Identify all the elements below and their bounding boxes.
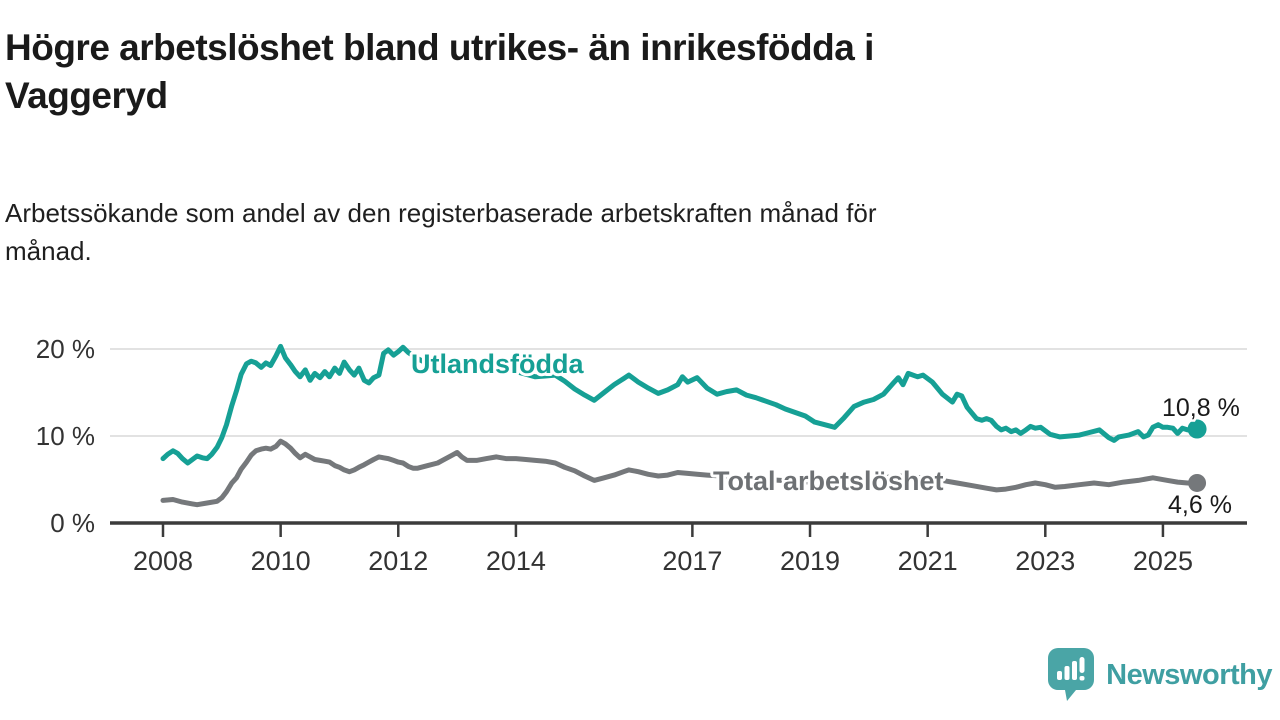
y-tick-label: 0 % (50, 508, 95, 538)
chart-header: Högre arbetslöshet bland utrikes- än inr… (5, 24, 1275, 120)
end-value-label: 10,8 % (1162, 394, 1240, 422)
series-end-dot (1187, 419, 1207, 439)
x-tick-label: 2014 (486, 546, 546, 576)
end-value-label: 4,6 % (1168, 491, 1232, 519)
x-tick-label: 2010 (251, 546, 311, 576)
page-title: Högre arbetslöshet bland utrikes- än inr… (5, 24, 1275, 120)
x-tick-label: 2017 (662, 546, 722, 576)
series-labels: Utlandsfödda Total arbetslöshet (408, 346, 947, 499)
chart-subtitle: Arbetssökande som andel av den registerb… (5, 194, 1245, 270)
x-tick-label: 2021 (898, 546, 958, 576)
series-lines (160, 343, 1207, 508)
x-tick-label: 2023 (1015, 546, 1075, 576)
subtitle-line-1: Arbetssökande som andel av den registerb… (5, 198, 877, 228)
speech-bubble-bar-chart-exclamation-icon (1048, 648, 1095, 701)
y-tick-label: 10 % (36, 421, 95, 451)
y-axis-labels: 0 % 10 % 20 % (36, 334, 95, 538)
series-line-total (160, 438, 1200, 508)
x-tick-label: 2025 (1133, 546, 1193, 576)
subtitle-line-2: månad. (5, 236, 92, 266)
x-tick-label: 2012 (368, 546, 428, 576)
series-label: Utlandsfödda (411, 349, 584, 379)
x-tick-label: 2008 (133, 546, 193, 576)
x-tick-label: 2019 (780, 546, 840, 576)
title-line-2: Vaggeryd (5, 75, 168, 116)
series-end-dot (1188, 473, 1207, 492)
end-annotations: 10,8 % 4,6 % (1160, 392, 1243, 522)
y-tick-label: 20 % (36, 334, 95, 364)
x-axis: 2008 2010 2012 2014 2017 2019 2021 2023 2025 (110, 521, 1247, 576)
gridlines (110, 348, 1247, 437)
title-line-1: Högre arbetslöshet bland utrikes- än inr… (5, 27, 874, 68)
series-label: Total arbetslöshet (713, 466, 944, 496)
series-line-utlandsfodda (160, 343, 1200, 466)
newsworthy-logo[interactable]: Newsworthy (1048, 648, 1272, 702)
newsworthy-logo-text: Newsworthy (1106, 658, 1272, 691)
